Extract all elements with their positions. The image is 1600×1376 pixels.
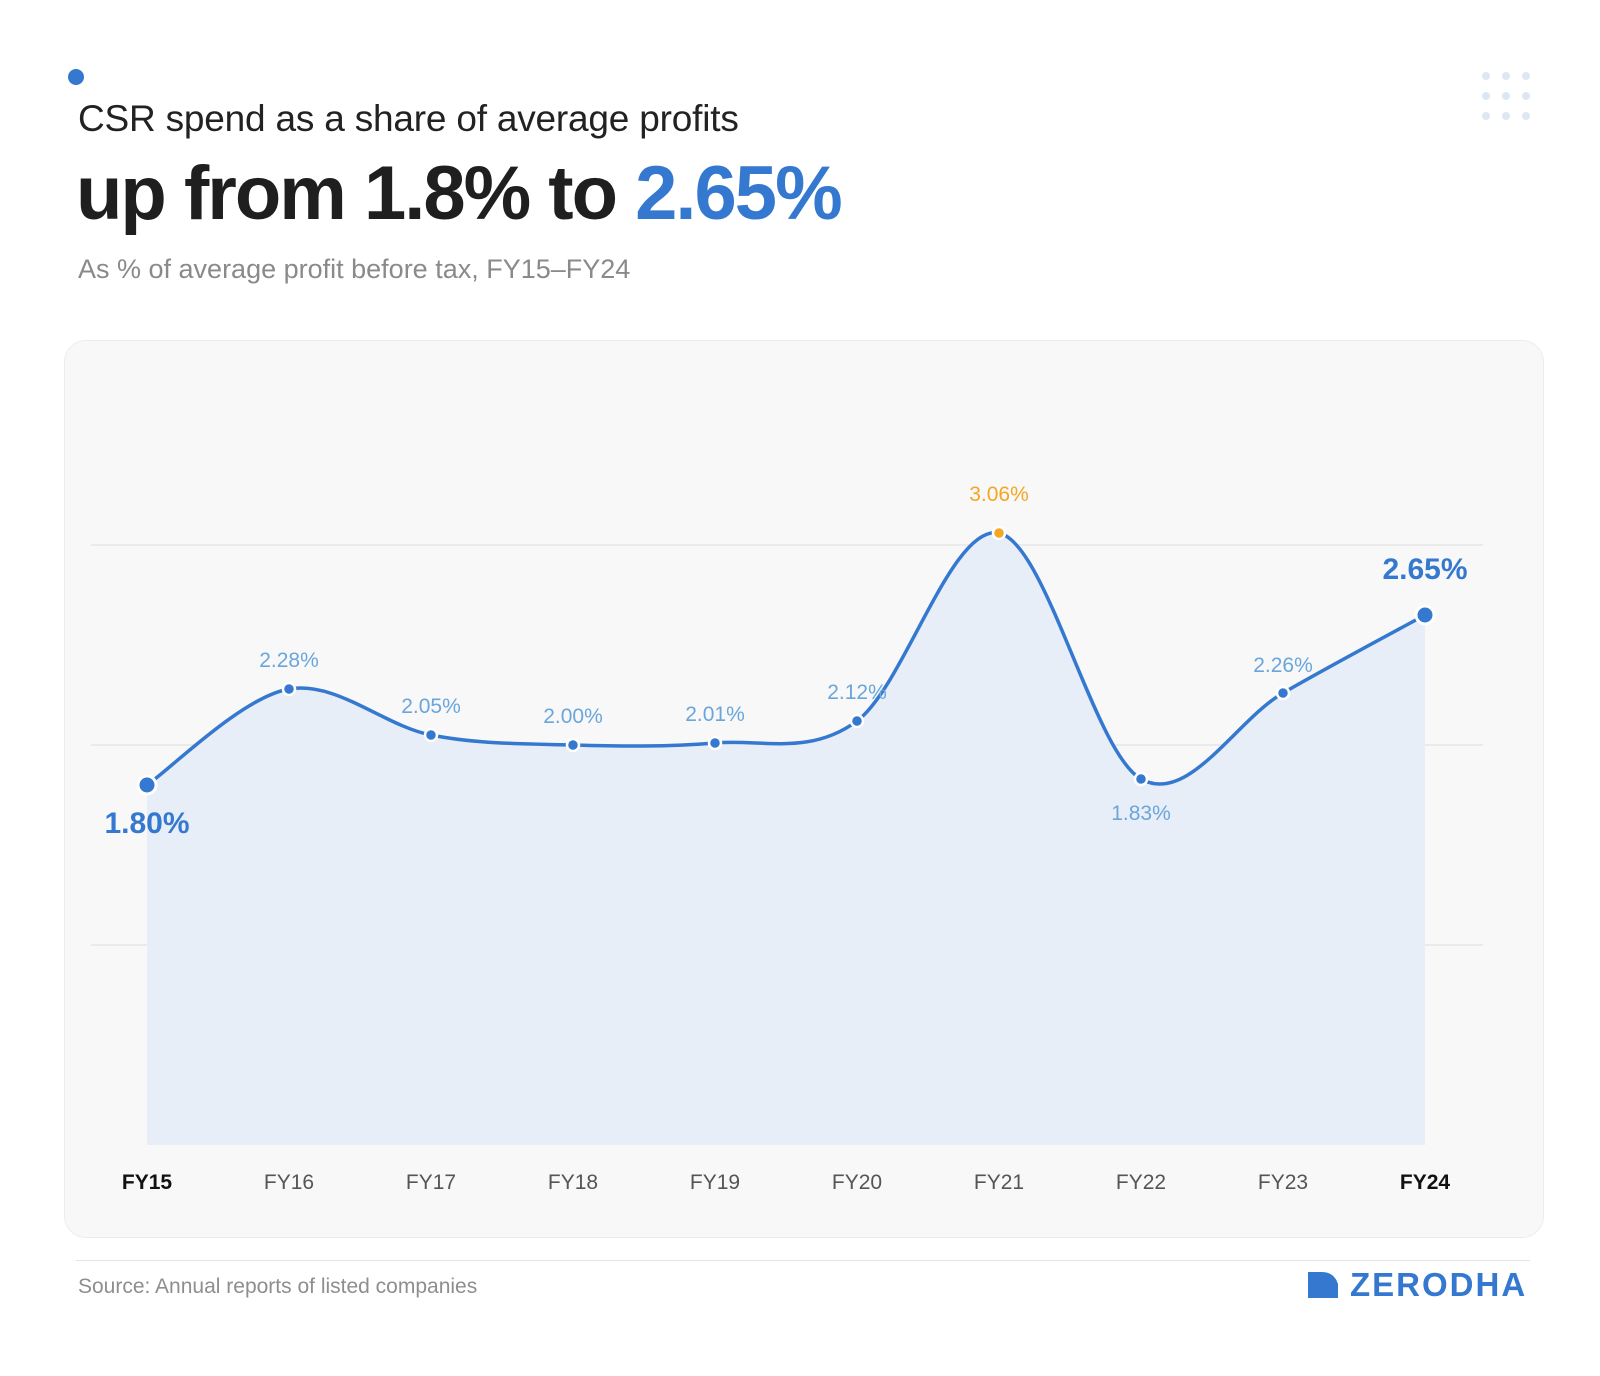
- x-tick-label-fy21: FY21: [974, 1171, 1024, 1194]
- data-point-fy24: [1414, 604, 1436, 626]
- line-chart: 1.80% FY15 2.28% FY16 2.05% FY17 2.00% FY18 2.01…: [91, 483, 1483, 1194]
- data-label-fy18: 2.00%: [543, 705, 603, 728]
- data-label-fy20: 2.12%: [827, 681, 887, 704]
- x-tick-label-fy22: FY22: [1116, 1171, 1166, 1194]
- data-point-fy15: [136, 774, 158, 796]
- headline: up from 1.8% to 2.65%: [76, 150, 843, 237]
- chart-title: CSR spend as a share of average profits: [78, 98, 739, 139]
- data-point-fy17: [423, 727, 439, 743]
- area-fill: [147, 532, 1425, 1145]
- data-label-fy22: 1.83%: [1111, 802, 1171, 825]
- x-tick-label-fy23: FY23: [1258, 1171, 1308, 1194]
- x-tick-label-fy16: FY16: [264, 1171, 314, 1194]
- data-label-fy23: 2.26%: [1253, 654, 1313, 677]
- x-tick-label-fy19: FY19: [690, 1171, 740, 1194]
- data-point-fy21: [991, 525, 1007, 541]
- chart-card: 1.80% FY15 2.28% FY16 2.05% FY17 2.00% FY18 2.01…: [64, 340, 1544, 1238]
- zerodha-logo-icon: [1308, 1272, 1338, 1298]
- x-tick-label-fy18: FY18: [548, 1171, 598, 1194]
- chart-subtitle: As % of average profit before tax, FY15–…: [78, 254, 631, 284]
- brand-logo: ZERODHA: [1308, 1266, 1527, 1304]
- data-point-fy16: [281, 681, 297, 697]
- data-point-fy18: [565, 737, 581, 753]
- source-note: Source: Annual reports of listed compani…: [78, 1275, 478, 1298]
- data-point-fy20: [849, 713, 865, 729]
- data-label-fy16: 2.28%: [259, 649, 319, 672]
- data-label-fy24: 2.65%: [1382, 553, 1467, 586]
- footer-divider: [76, 1260, 1530, 1261]
- headline-highlight: 2.65%: [635, 151, 842, 236]
- accent-dot: [68, 69, 84, 85]
- x-tick-label-fy17: FY17: [406, 1171, 456, 1194]
- x-tick-label-fy20: FY20: [832, 1171, 882, 1194]
- headline-prefix: up from 1.8% to: [76, 151, 636, 236]
- data-label-fy19: 2.01%: [685, 703, 745, 726]
- data-point-fy23: [1275, 685, 1291, 701]
- data-point-fy22: [1133, 771, 1149, 787]
- brand-name: ZERODHA: [1350, 1266, 1528, 1303]
- data-label-fy17: 2.05%: [401, 695, 461, 718]
- decorative-dot-grid: [1482, 72, 1536, 126]
- x-tick-label-fy15: FY15: [122, 1171, 173, 1194]
- x-tick-label-fy24: FY24: [1400, 1171, 1451, 1194]
- data-label-fy21: 3.06%: [969, 483, 1029, 506]
- data-point-fy19: [707, 735, 723, 751]
- data-label-fy15: 1.80%: [104, 807, 189, 840]
